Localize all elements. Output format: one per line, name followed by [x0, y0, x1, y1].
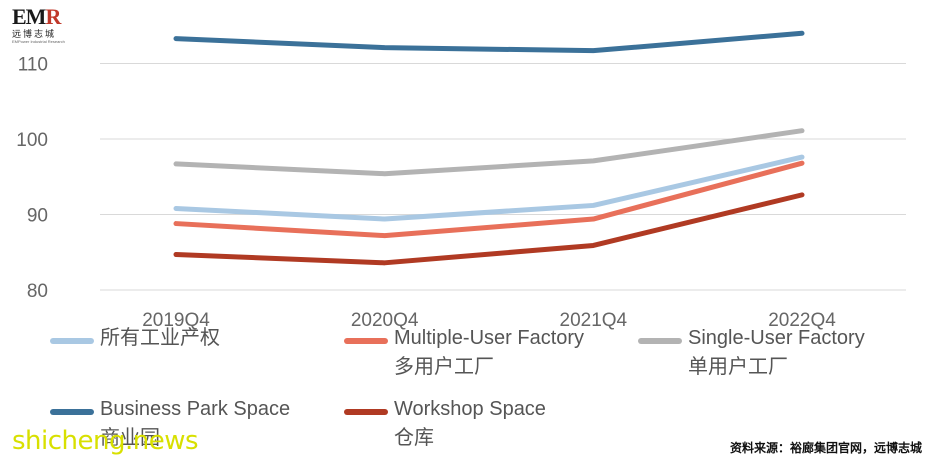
legend-swatch-multi	[344, 338, 388, 344]
x-tick-label: 2022Q4	[768, 310, 836, 331]
y-tick-label: 90	[27, 206, 48, 227]
series-line-all	[173, 154, 805, 222]
legend-sublabel-multi: 多用户工厂	[394, 356, 494, 378]
legend-item-bps: Business Park Space 商业园	[50, 398, 290, 456]
source-note: 资料来源：裕廊集团官网，远博志城	[729, 441, 922, 455]
legend-label-single: Single-User Factory	[688, 327, 865, 349]
x-tick-label: 2021Q4	[560, 310, 628, 331]
gridlines	[100, 63, 906, 291]
x-axis-ticks: 2019Q4 2020Q4 2021Q4 2022Q4	[142, 310, 836, 331]
series-lines	[173, 30, 805, 266]
legend-swatch-all	[50, 338, 94, 344]
legend-item-single: Single-User Factory 单用户工厂	[638, 327, 865, 385]
y-tick-label: 110	[18, 55, 48, 76]
legend-swatch-workshop	[344, 409, 388, 415]
legend-sublabel-bps: 商业园	[100, 427, 160, 449]
legend-item-all: 所有工业产权	[50, 327, 220, 356]
legend-swatch-single	[638, 338, 682, 344]
x-tick-label: 2020Q4	[351, 310, 419, 331]
legend-sublabel-workshop: 仓库	[394, 427, 434, 449]
company-logo: EMR 远博志城 EMPower Industrial Research	[12, 6, 84, 50]
legend-item-multi: Multiple-User Factory 多用户工厂	[344, 327, 584, 385]
logo-mark: EMR	[12, 4, 61, 29]
series-line-single	[173, 128, 805, 177]
series-line-workshop	[173, 192, 805, 266]
y-tick-label: 80	[27, 281, 48, 302]
y-axis-ticks: 80 90 100 110	[16, 55, 48, 303]
legend-label-all: 所有工业产权	[100, 327, 220, 349]
watermark: shicheng.news	[12, 426, 199, 456]
logo-chinese-name: 远博志城	[12, 29, 57, 39]
y-tick-label: 100	[16, 130, 48, 151]
series-line-multi	[173, 160, 805, 239]
legend-item-workshop: Workshop Space 仓库	[344, 398, 546, 456]
legend-label-multi: Multiple-User Factory	[394, 327, 585, 349]
series-line-bps	[173, 30, 805, 54]
legend-swatch-bps	[50, 409, 94, 415]
legend-label-workshop: Workshop Space	[394, 398, 546, 420]
x-tick-label: 2019Q4	[142, 310, 210, 331]
legend-sublabel-single: 单用户工厂	[688, 356, 788, 378]
logo-english-name: EMPower Industrial Research	[12, 39, 65, 44]
legend-label-bps: Business Park Space	[100, 398, 291, 420]
